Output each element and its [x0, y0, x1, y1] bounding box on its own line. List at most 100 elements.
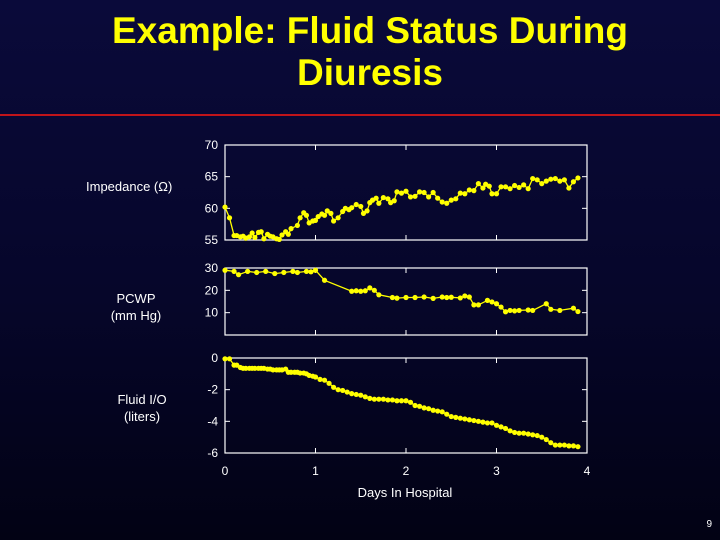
impedance-data-point	[416, 189, 423, 195]
pcwp-data-point	[484, 297, 491, 303]
impedance-data-point	[246, 234, 253, 240]
impedance-data-point	[407, 194, 414, 200]
pcwp-data-point	[575, 308, 581, 315]
fluid-io-data-point	[471, 417, 477, 424]
fluid-io-data-point	[502, 425, 509, 432]
pcwp-data-point	[389, 294, 396, 301]
impedance-data-point	[498, 184, 504, 190]
fluid-io-data-point	[457, 415, 463, 421]
fluid-io-data-point	[561, 442, 567, 448]
pcwp-data-point	[358, 288, 364, 294]
fluid-io-data-point	[516, 430, 522, 436]
fluid-io-data-point	[403, 398, 409, 404]
pcwp-data-point	[254, 269, 260, 276]
x-tick-label: 2	[403, 464, 410, 478]
x-tick-label: 4	[584, 464, 591, 478]
fluid-io-data-point	[380, 396, 386, 402]
fluid-io-data-point	[552, 442, 558, 448]
impedance-ytick-label: 55	[205, 233, 219, 247]
title-divider	[0, 114, 720, 116]
pcwp-data-point	[507, 307, 513, 314]
fluid-io-data-point	[493, 422, 500, 428]
impedance-series-line	[224, 177, 579, 241]
pcwp-data-point	[245, 268, 251, 274]
pcwp-data-point	[290, 268, 296, 274]
fluid-io-data-point	[288, 369, 294, 375]
fluid-io-ytick-label: 0	[211, 351, 218, 365]
fluid-io-data-point	[407, 399, 414, 405]
fluid-io-data-point	[439, 409, 445, 415]
fluid-io-data-point	[312, 374, 319, 380]
pcwp-data-point	[457, 295, 463, 301]
impedance-data-point	[530, 175, 536, 182]
impedance-data-point	[525, 186, 531, 192]
pcwp-data-point	[448, 294, 454, 300]
fluid-io-data-point	[335, 387, 341, 393]
pcwp-data-point	[353, 288, 359, 294]
fluid-io-data-point	[430, 407, 436, 413]
x-tick-label: 1	[312, 464, 319, 478]
impedance-data-point	[394, 189, 400, 195]
pcwp-data-point	[471, 302, 477, 308]
fluid-io-data-point	[480, 419, 486, 425]
fluid-io-data-point	[489, 420, 495, 426]
impedance-data-point	[288, 226, 294, 232]
pcwp-plot-frame	[224, 267, 588, 336]
impedance-data-point	[331, 218, 337, 224]
impedance-data-point	[570, 179, 577, 185]
pcwp-data-point	[493, 301, 500, 307]
fluid-io-data-point	[398, 398, 405, 404]
impedance-data-point	[380, 194, 386, 201]
impedance-data-point	[258, 229, 264, 235]
impedance-data-point	[373, 195, 379, 201]
pcwp-data-point	[502, 309, 509, 315]
pcwp-data-point	[511, 308, 518, 314]
fluid-io-data-point	[326, 380, 332, 386]
impedance-data-point	[303, 212, 310, 218]
impedance-data-point	[457, 190, 463, 196]
fluid-io-data-point	[426, 406, 432, 412]
impedance-data-point	[364, 208, 370, 214]
fluid-io-data-point	[376, 396, 382, 402]
impedance-data-point	[539, 181, 545, 187]
pcwp-data-point	[421, 294, 427, 300]
pcwp-ytick-label: 30	[205, 261, 219, 275]
fluid-io-data-point	[435, 408, 441, 414]
impedance-data-point	[321, 212, 328, 218]
fluid-io-data-point	[353, 391, 359, 398]
pcwp-data-point	[525, 307, 531, 313]
fluid-io-data-point	[421, 405, 427, 411]
impedance-ytick-label: 60	[205, 201, 219, 215]
pcwp-data-point	[308, 269, 314, 275]
impedance-data-point	[376, 200, 382, 206]
impedance-data-point	[552, 175, 558, 182]
pcwp-data-point	[430, 295, 436, 301]
fluid-io-data-point	[484, 420, 491, 426]
pcwp-ytick-label: 20	[205, 283, 219, 297]
impedance-data-point	[297, 215, 303, 221]
pcwp-axis-label: PCWP (mm Hg)	[110, 291, 162, 323]
pcwp-data-point	[394, 295, 400, 301]
fluid-io-data-point	[321, 377, 328, 383]
impedance-data-point	[328, 210, 334, 216]
slide-title: Example: Fluid Status During Diuresis	[0, 10, 720, 94]
title-line-2: Diuresis	[296, 52, 443, 93]
impedance-data-point	[226, 215, 233, 221]
fluid-io-data-point	[521, 430, 527, 436]
impedance-data-point	[511, 182, 518, 189]
pcwp-ytick-label: 10	[205, 306, 219, 320]
impedance-data-point	[557, 178, 563, 184]
impedance-data-point	[315, 213, 321, 220]
impedance-data-point	[489, 191, 495, 197]
fluid-io-data-point	[448, 413, 454, 420]
impedance-data-point	[276, 236, 282, 242]
fluid-io-data-point	[534, 432, 540, 439]
x-tick-label: 3	[493, 464, 500, 478]
fluid-io-data-point	[530, 432, 536, 438]
impedance-data-point	[462, 191, 468, 197]
impedance-data-point	[294, 222, 300, 229]
fluid-io-data-point	[385, 397, 391, 403]
impedance-data-point	[493, 191, 500, 197]
pcwp-data-point	[543, 301, 549, 307]
